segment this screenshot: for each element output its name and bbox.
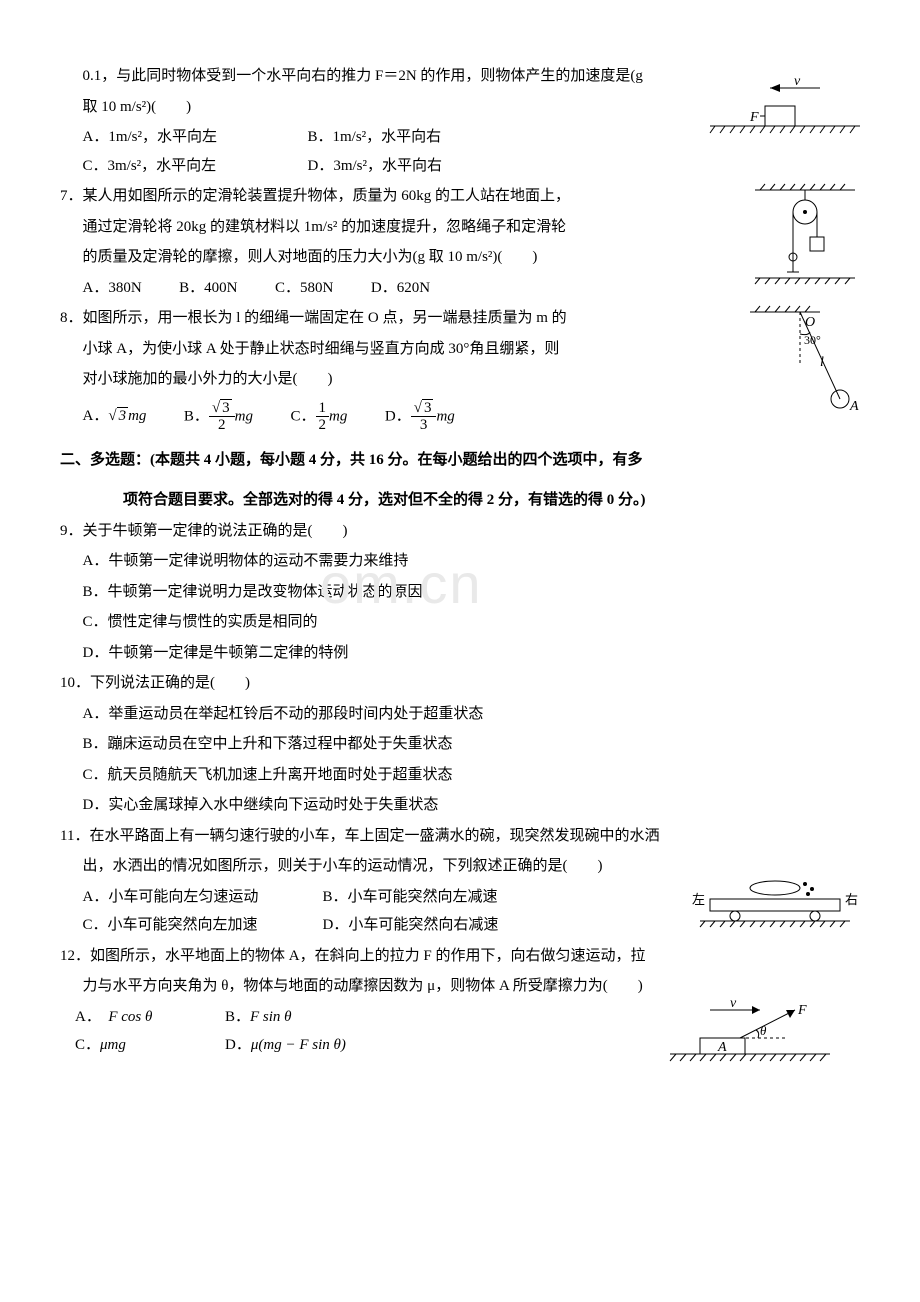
q9-D: D．牛顿第一定律是牛顿第二定律的特例 xyxy=(83,639,851,668)
q7-l2: 通过定滑轮将 20kg 的建筑材料以 1m/s² 的加速度提升，忽略绳子和定滑轮 xyxy=(83,213,851,242)
q8-l1: 如图所示，用一根长为 l 的细绳一端固定在 O 点，另一端悬挂质量为 m 的 xyxy=(83,310,567,326)
q9: om.cn 9．关于牛顿第一定律的说法正确的是( ) A．牛顿第一定律说明物体的… xyxy=(60,517,850,668)
q6-F-label: F xyxy=(749,110,759,125)
q8-optC: C．12mg xyxy=(291,400,348,434)
q11-right: 右 xyxy=(845,892,858,907)
q7: 7．某人用如图所示的定滑轮装置提升物体，质量为 60kg 的工人站在地面上， 通… xyxy=(60,182,850,302)
q7-l1: 某人用如图所示的定滑轮装置提升物体，质量为 60kg 的工人站在地面上， xyxy=(83,188,571,204)
q7-optB: B．400N xyxy=(179,274,237,303)
q9-stem: 关于牛顿第一定律的说法正确的是( ) xyxy=(83,523,348,539)
q12-theta: θ xyxy=(760,1023,767,1038)
q8-A: A xyxy=(849,399,859,414)
section2-title2: 项符合题目要求。全部选对的得 4 分，选对但不全的得 2 分，有错选的得 0 分… xyxy=(60,486,850,515)
q11-left: 左 xyxy=(692,892,705,907)
q8-figure: O 30° l A xyxy=(750,304,860,432)
q7-optC: C．580N xyxy=(275,274,333,303)
q6-optB: B．1m/s²，水平向右 xyxy=(308,123,458,152)
q11: 11．在水平路面上有一辆匀速行驶的小车，车上固定一盛满水的碗，现突然发现碗中的水… xyxy=(60,822,850,940)
q11-C: C．小车可能突然向左加速 xyxy=(83,911,308,940)
q10-num: 10． xyxy=(60,675,90,691)
q8-optA: A．√3mg xyxy=(83,402,147,431)
q10-A: A．举重运动员在举起杠铃后不动的那段时间内处于超重状态 xyxy=(83,700,851,729)
q12-l1: 如图所示，水平地面上的物体 A，在斜向上的拉力 F 的作用下，向右做匀速运动，拉 xyxy=(90,948,645,964)
section2-title: 二、多选题：(本题共 4 小题，每小题 4 分，共 16 分。在每小题给出的四个… xyxy=(60,446,850,475)
q6-optC: C．3m/s²，水平向左 xyxy=(83,152,293,181)
q7-optD: D．620N xyxy=(371,274,430,303)
q10-D: D．实心金属球掉入水中继续向下运动时处于失重状态 xyxy=(83,791,851,820)
q12-num: 12． xyxy=(60,948,90,964)
q12-B: B．F sin θ xyxy=(225,1003,375,1032)
q12-F: F xyxy=(797,1003,807,1018)
q6-tail: 0.1，与此同时物体受到一个水平向右的推力 F＝2N 的作用，则物体产生的加速度… xyxy=(60,62,850,180)
q9-num: 9． xyxy=(60,523,83,539)
q8-optB: B．√32mg xyxy=(184,400,253,434)
q7-figure xyxy=(750,182,860,300)
q8-l2: 小球 A，为使小球 A 处于静止状态时细绳与竖直方向成 30°角且绷紧，则 xyxy=(83,335,851,364)
q12-Abox: A xyxy=(717,1040,727,1055)
q12-C: C．μmg xyxy=(75,1031,210,1060)
q12-v: v xyxy=(730,996,737,1011)
q12-A: A． F cos θ xyxy=(75,1003,210,1032)
q8-angle: 30° xyxy=(804,333,821,347)
q10-B: B．蹦床运动员在空中上升和下落过程中都处于失重状态 xyxy=(83,730,851,759)
q11-figure: 左 右 xyxy=(690,874,860,942)
q12: 12．如图所示，水平地面上的物体 A，在斜向上的拉力 F 的作用下，向右做匀速运… xyxy=(60,942,850,1060)
q7-l3: 的质量及定滑轮的摩擦，则人对地面的压力大小为(g 取 10 m/s²)( ) xyxy=(83,243,851,272)
q8-O: O xyxy=(805,315,815,330)
q9-A: A．牛顿第一定律说明物体的运动不需要力来维持 xyxy=(83,547,851,576)
q6-figure: v F xyxy=(710,78,860,156)
q11-num: 11． xyxy=(60,828,89,844)
q6-optA: A．1m/s²，水平向左 xyxy=(83,123,293,152)
q11-A: A．小车可能向左匀速运动 xyxy=(83,883,308,912)
q8: 8．如图所示，用一根长为 l 的细绳一端固定在 O 点，另一端悬挂质量为 m 的… xyxy=(60,304,850,434)
q6-v-label: v xyxy=(794,74,801,89)
q10-stem: 下列说法正确的是( ) xyxy=(90,675,250,691)
q6-optD: D．3m/s²，水平向右 xyxy=(308,152,458,181)
q8-optD: D．√33mg xyxy=(385,400,455,434)
q12-D: D．μ(mg − F sin θ) xyxy=(225,1031,375,1060)
q11-B: B．小车可能突然向左减速 xyxy=(323,883,498,912)
q8-l: l xyxy=(820,355,824,370)
q12-figure: v F θ A xyxy=(670,998,830,1076)
q8-l3: 对小球施加的最小外力的大小是( ) xyxy=(83,365,851,394)
q9-C: C．惯性定律与惯性的实质是相同的 xyxy=(83,608,851,637)
q11-l1: 在水平路面上有一辆匀速行驶的小车，车上固定一盛满水的碗，现突然发现碗中的水洒 xyxy=(89,828,659,844)
q7-num: 7． xyxy=(60,188,83,204)
q8-num: 8． xyxy=(60,310,83,326)
q11-D: D．小车可能突然向右减速 xyxy=(323,911,499,940)
q9-B: B．牛顿第一定律说明力是改变物体运动状态的原因 xyxy=(83,578,851,607)
q7-optA: A．380N xyxy=(83,274,142,303)
q10: 10．下列说法正确的是( ) A．举重运动员在举起杠铃后不动的那段时间内处于超重… xyxy=(60,669,850,820)
q10-C: C．航天员随航天飞机加速上升离开地面时处于超重状态 xyxy=(83,761,851,790)
